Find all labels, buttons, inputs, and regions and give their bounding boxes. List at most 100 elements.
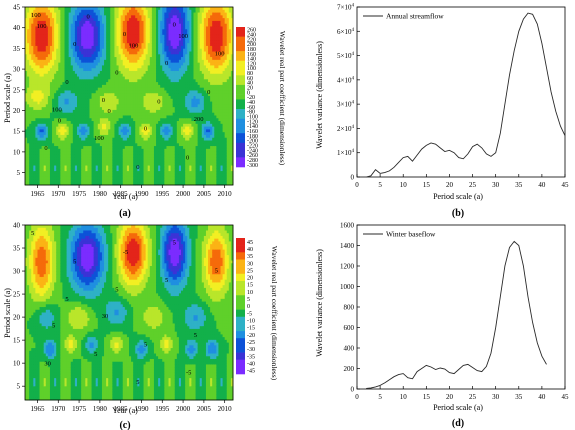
heatmap-cell — [135, 20, 138, 25]
heatmap-cell — [39, 171, 43, 175]
heatmap-cell — [97, 65, 101, 69]
heatmap-cell — [166, 65, 169, 69]
heatmap-cell — [33, 12, 36, 16]
heatmap-cell — [97, 45, 101, 50]
heatmap-cell — [81, 32, 84, 36]
heatmap-cell — [27, 32, 30, 36]
heatmap-cell — [37, 182, 40, 186]
heatmap-cell — [49, 176, 53, 180]
heatmap-cell — [99, 104, 103, 108]
heatmap-cell — [37, 173, 40, 178]
heatmap-cell — [68, 68, 72, 72]
heatmap-cell — [58, 132, 61, 136]
heatmap-cell — [114, 129, 117, 133]
heatmap-cell — [172, 51, 176, 55]
heatmap-cell — [118, 18, 122, 22]
heatmap-cell — [68, 118, 72, 122]
heatmap-cell — [131, 140, 134, 144]
heatmap-cell — [72, 101, 76, 105]
heatmap-cell — [133, 65, 136, 69]
heatmap-cell — [101, 70, 105, 75]
heatmap-cell — [149, 137, 153, 141]
heatmap-cell — [83, 123, 86, 127]
heatmap-cell — [97, 165, 101, 169]
heatmap-cell — [183, 107, 186, 111]
heatmap-cell — [56, 121, 59, 125]
heatmap-cell — [164, 173, 167, 178]
heatmap-cell — [183, 34, 186, 38]
heatmap-cell — [156, 73, 159, 77]
heatmap-cell — [160, 104, 163, 108]
heatmap-cell — [62, 48, 65, 52]
heatmap-cell — [172, 132, 176, 136]
heatmap-cell — [87, 40, 90, 44]
heatmap-cell — [43, 148, 47, 153]
heatmap-cell — [143, 134, 147, 139]
heatmap-cell — [108, 54, 111, 58]
heatmap-cell — [156, 34, 159, 38]
heatmap-cell — [29, 57, 32, 61]
heatmap-cell — [185, 115, 188, 119]
heatmap-cell — [151, 51, 155, 55]
heatmap-cell — [35, 70, 38, 75]
heatmap-cell — [72, 73, 76, 77]
heatmap-cell — [164, 115, 167, 119]
heatmap-cell — [160, 151, 163, 155]
heatmap-cell — [114, 123, 117, 127]
heatmap-cell — [114, 23, 117, 27]
heatmap-cell — [101, 154, 105, 158]
heatmap-cell — [85, 118, 88, 122]
heatmap-cell — [35, 107, 38, 111]
heatmap-cell — [174, 162, 178, 166]
heatmap-cell — [89, 29, 92, 33]
heatmap-cell — [153, 18, 157, 22]
heatmap-cell — [33, 23, 36, 27]
heatmap-cell — [135, 62, 138, 66]
heatmap-cell — [118, 143, 122, 147]
panel-a-heatmap — [25, 7, 234, 186]
heatmap-cell — [106, 146, 109, 150]
heatmap-cell — [147, 7, 151, 11]
heatmap-cell — [124, 176, 128, 180]
heatmap-cell — [41, 101, 45, 105]
heatmap-cell — [112, 165, 115, 169]
heatmap-cell — [137, 137, 140, 141]
heatmap-cell — [122, 176, 126, 180]
heatmap-cell — [35, 104, 38, 108]
heatmap-cell — [178, 73, 182, 77]
heatmap-cell — [39, 134, 43, 139]
heatmap-cell — [178, 18, 182, 22]
heatmap-cell — [39, 87, 43, 91]
heatmap-cell — [156, 20, 159, 25]
heatmap-cell — [106, 143, 109, 147]
heatmap-cell — [118, 179, 122, 183]
heatmap-cell — [160, 115, 163, 119]
heatmap-cell — [124, 134, 128, 139]
heatmap-cell — [124, 34, 128, 38]
heatmap-cell — [185, 40, 188, 44]
heatmap-cell — [104, 12, 107, 16]
heatmap-cell — [43, 98, 47, 102]
heatmap-cell — [156, 96, 159, 100]
heatmap-cell — [43, 151, 47, 155]
heatmap-cell — [137, 93, 140, 97]
heatmap-cell — [108, 154, 111, 158]
heatmap-cell — [60, 73, 63, 77]
heatmap-cell — [147, 123, 151, 127]
heatmap-cell — [133, 87, 136, 91]
heatmap-cell — [139, 40, 142, 44]
heatmap-cell — [62, 146, 65, 150]
heatmap-cell — [27, 101, 30, 105]
heatmap-cell — [66, 112, 70, 116]
heatmap-cell — [174, 134, 178, 139]
heatmap-cell — [118, 109, 122, 114]
heatmap-cell — [25, 70, 28, 75]
heatmap-cell — [168, 23, 171, 27]
heatmap-cell — [143, 68, 147, 72]
heatmap-cell — [85, 140, 88, 144]
heatmap-cell — [112, 26, 115, 30]
heatmap-cell — [120, 37, 124, 41]
heatmap-cell — [133, 9, 136, 13]
heatmap-cell — [70, 104, 74, 108]
heatmap-cell — [106, 87, 109, 91]
